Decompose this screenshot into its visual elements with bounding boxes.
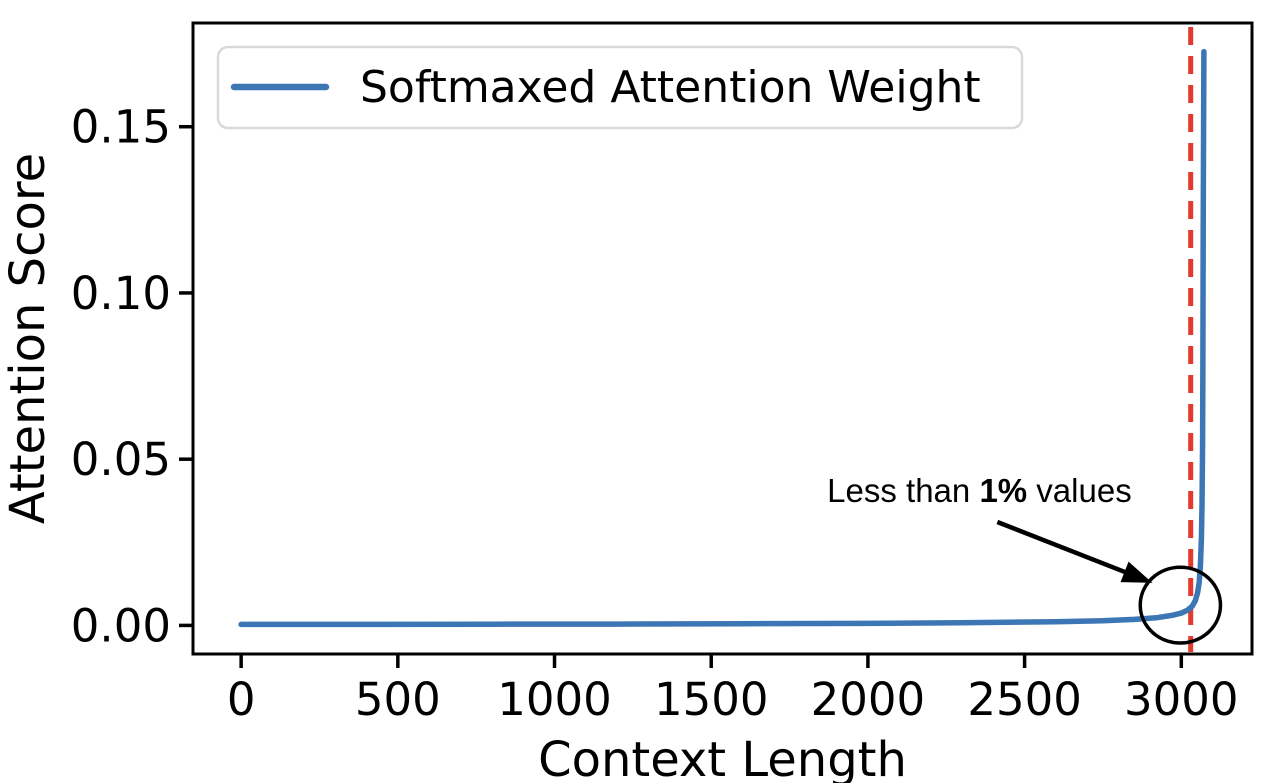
y-axis-title: Attention Score <box>0 153 56 524</box>
x-axis-tick-label: 1000 <box>497 673 612 726</box>
annotation-text: Less than 1% values <box>827 472 1132 509</box>
legend-box <box>216 45 1024 130</box>
y-axis-tick-label: 0.15 <box>71 101 171 154</box>
y-axis-tick-label: 0.00 <box>71 599 171 652</box>
annotation-circle <box>1138 565 1223 645</box>
annotation-arrow-shaft <box>996 519 1131 577</box>
plot-border <box>191 21 1254 656</box>
x-axis-tick-label: 3000 <box>1124 673 1239 726</box>
x-axis-title: Context Length <box>538 732 907 783</box>
y-axis-tick-label: 0.05 <box>71 433 171 486</box>
x-axis-tick-label: 500 <box>355 673 441 726</box>
legend-label: Softmaxed Attention Weight <box>360 62 981 113</box>
x-axis-tick-label: 0 <box>227 673 256 726</box>
x-axis-tick-label: 1500 <box>654 673 769 726</box>
series-line <box>238 48 1207 628</box>
y-axis-tick-label: 0.10 <box>71 267 171 320</box>
x-axis-tick-label: 2500 <box>967 673 1082 726</box>
annotation-arrow-head <box>1120 561 1153 583</box>
x-axis-tick-label: 2000 <box>811 673 926 726</box>
